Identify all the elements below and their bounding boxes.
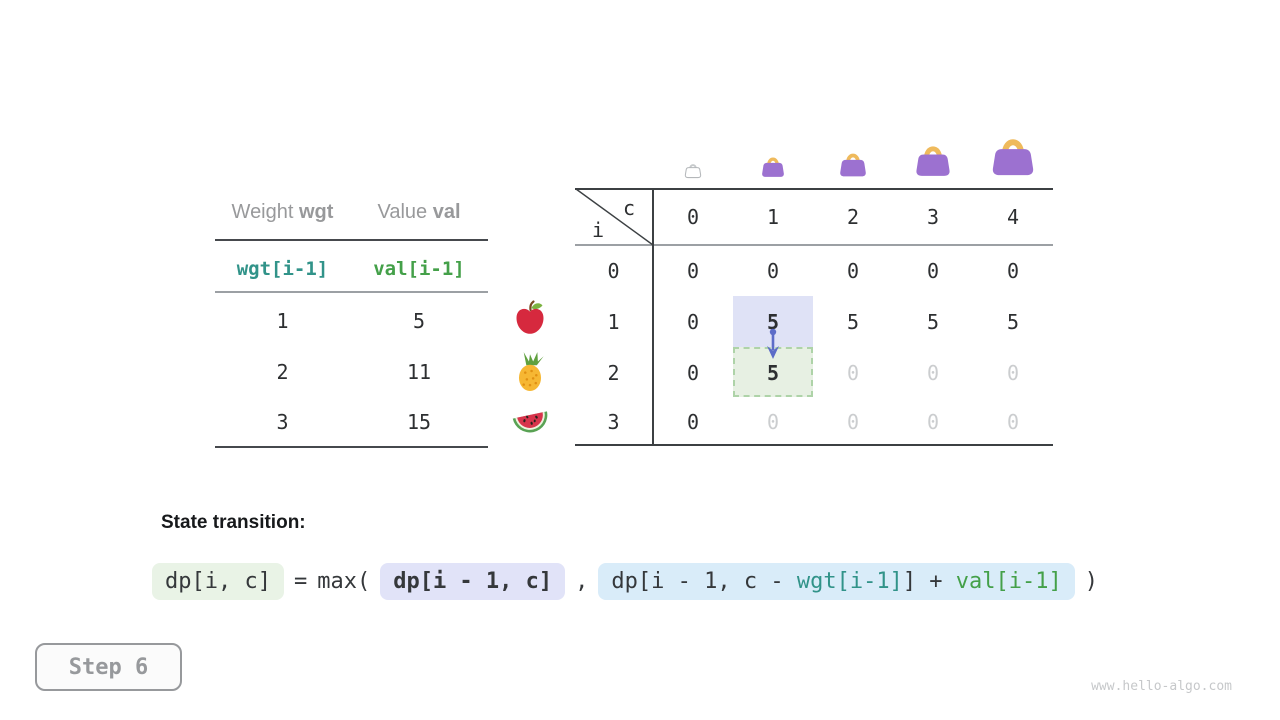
item-1-weight: 1 — [276, 309, 289, 333]
dp-cell-grid: 0 0 0 0 0 0 5 5 5 5 0 5 0 0 0 0 0 0 0 0 — [653, 245, 1053, 445]
dp-cell-0-4: 0 — [1006, 258, 1020, 283]
transition-arrow-icon — [767, 328, 779, 359]
dp-cell-3-3: 0 — [926, 409, 940, 434]
watermelon-icon — [510, 404, 550, 438]
dp-cell-3-0: 0 — [686, 409, 700, 434]
dp-table-corner-diagonal — [575, 188, 654, 246]
dp-cell-2-0: 0 — [686, 360, 700, 385]
dp-col-header: 4 — [1006, 205, 1020, 229]
weight-header-label: Weight — [231, 201, 294, 223]
dp-cell-2-3: 0 — [926, 360, 940, 385]
state-transition-heading: State transition: — [161, 512, 306, 533]
corner-row-var: i — [591, 218, 605, 242]
dp-cell-2-4: 0 — [1006, 360, 1020, 385]
dp-cell-2-1: 5 — [766, 360, 780, 385]
items-table-code-rule — [215, 291, 488, 293]
dp-cell-3-2: 0 — [846, 409, 860, 434]
weight-column-header: Weight wgt — [215, 201, 350, 225]
state-transition-formula: dp[i, c] = max( dp[i - 1, c] , dp[i - 1,… — [152, 560, 1098, 602]
apple-icon — [510, 299, 550, 337]
bag-empty-icon — [683, 160, 703, 184]
dp-table-vertical-rule — [652, 188, 654, 446]
dp-col-header: 3 — [926, 205, 940, 229]
formula-arg2-prefix: dp[i - 1, c - — [611, 568, 797, 594]
dp-cell-0-3: 0 — [926, 258, 940, 283]
dp-cell-0-1: 0 — [766, 258, 780, 283]
item-2-value: 11 — [406, 360, 432, 384]
formula-max-open: max( — [317, 568, 371, 594]
item-3-value: 15 — [406, 410, 432, 434]
dp-cell-1-4: 5 — [1006, 309, 1020, 334]
dp-col-header: 2 — [846, 205, 860, 229]
items-table-header-rule — [215, 239, 488, 241]
weight-header-code: wgt — [299, 201, 334, 223]
value-header-code: val — [432, 201, 461, 223]
items-table-bottom-rule — [215, 446, 488, 448]
val-code-label: val[i-1] — [373, 258, 465, 280]
formula-arg1-chip: dp[i - 1, c] — [380, 562, 566, 600]
item-3-weight: 3 — [276, 410, 289, 434]
step-badge: Step 6 — [35, 643, 182, 691]
dp-cell-0-2: 0 — [846, 258, 860, 283]
item-1-value: 5 — [412, 309, 426, 333]
formula-arg2-wgt: wgt[i-1] — [796, 568, 903, 594]
bag-size-4-icon — [987, 129, 1039, 184]
dp-col-header: 0 — [686, 205, 700, 229]
corner-col-var: c — [622, 196, 636, 220]
formula-arg2-val: val[i-1] — [955, 568, 1062, 594]
formula-arg2-chip: dp[i - 1, c - wgt[i-1]] + val[i-1] — [598, 562, 1075, 600]
item-2-weight: 2 — [276, 360, 289, 384]
value-header-label: Value — [377, 201, 428, 223]
watermark: www.hello-algo.com — [1091, 679, 1232, 694]
dp-row-header: 0 — [607, 258, 620, 283]
dp-cell-1-2: 5 — [846, 309, 860, 334]
dp-cell-3-4: 0 — [1006, 409, 1020, 434]
dp-cell-3-1: 0 — [766, 409, 780, 434]
wgt-code-label: wgt[i-1] — [236, 258, 329, 280]
dp-cell-1-0: 0 — [686, 309, 700, 334]
dp-cell-0-0: 0 — [686, 258, 700, 283]
value-column-header: Value val — [350, 201, 488, 225]
dp-table-top-rule — [575, 188, 1053, 190]
dp-row-headers: 0 1 2 3 — [575, 245, 652, 445]
dp-table-bottom-rule — [575, 444, 1053, 446]
pineapple-icon — [510, 350, 550, 392]
bag-size-3-icon — [912, 138, 955, 184]
dp-cell-1-3: 5 — [926, 309, 940, 334]
bag-size-1-icon — [759, 152, 787, 184]
formula-equals: = — [293, 568, 308, 594]
formula-comma: , — [575, 568, 589, 594]
dp-row-header: 1 — [607, 309, 620, 334]
formula-close-paren: ) — [1084, 568, 1099, 594]
dp-cell-2-2: 0 — [846, 360, 860, 385]
formula-lhs-chip: dp[i, c] — [152, 562, 284, 600]
dp-row-header: 2 — [607, 360, 620, 385]
dp-table-header-rule — [575, 244, 1053, 246]
dp-col-header: 1 — [766, 205, 780, 229]
dp-row-header: 3 — [607, 409, 620, 434]
dp-column-headers: 0 1 2 3 4 — [653, 190, 1053, 244]
formula-arg2-mid: ] + — [902, 568, 956, 594]
dp-cell-1-1: 5 — [766, 309, 780, 334]
bag-size-2-icon — [837, 147, 870, 184]
